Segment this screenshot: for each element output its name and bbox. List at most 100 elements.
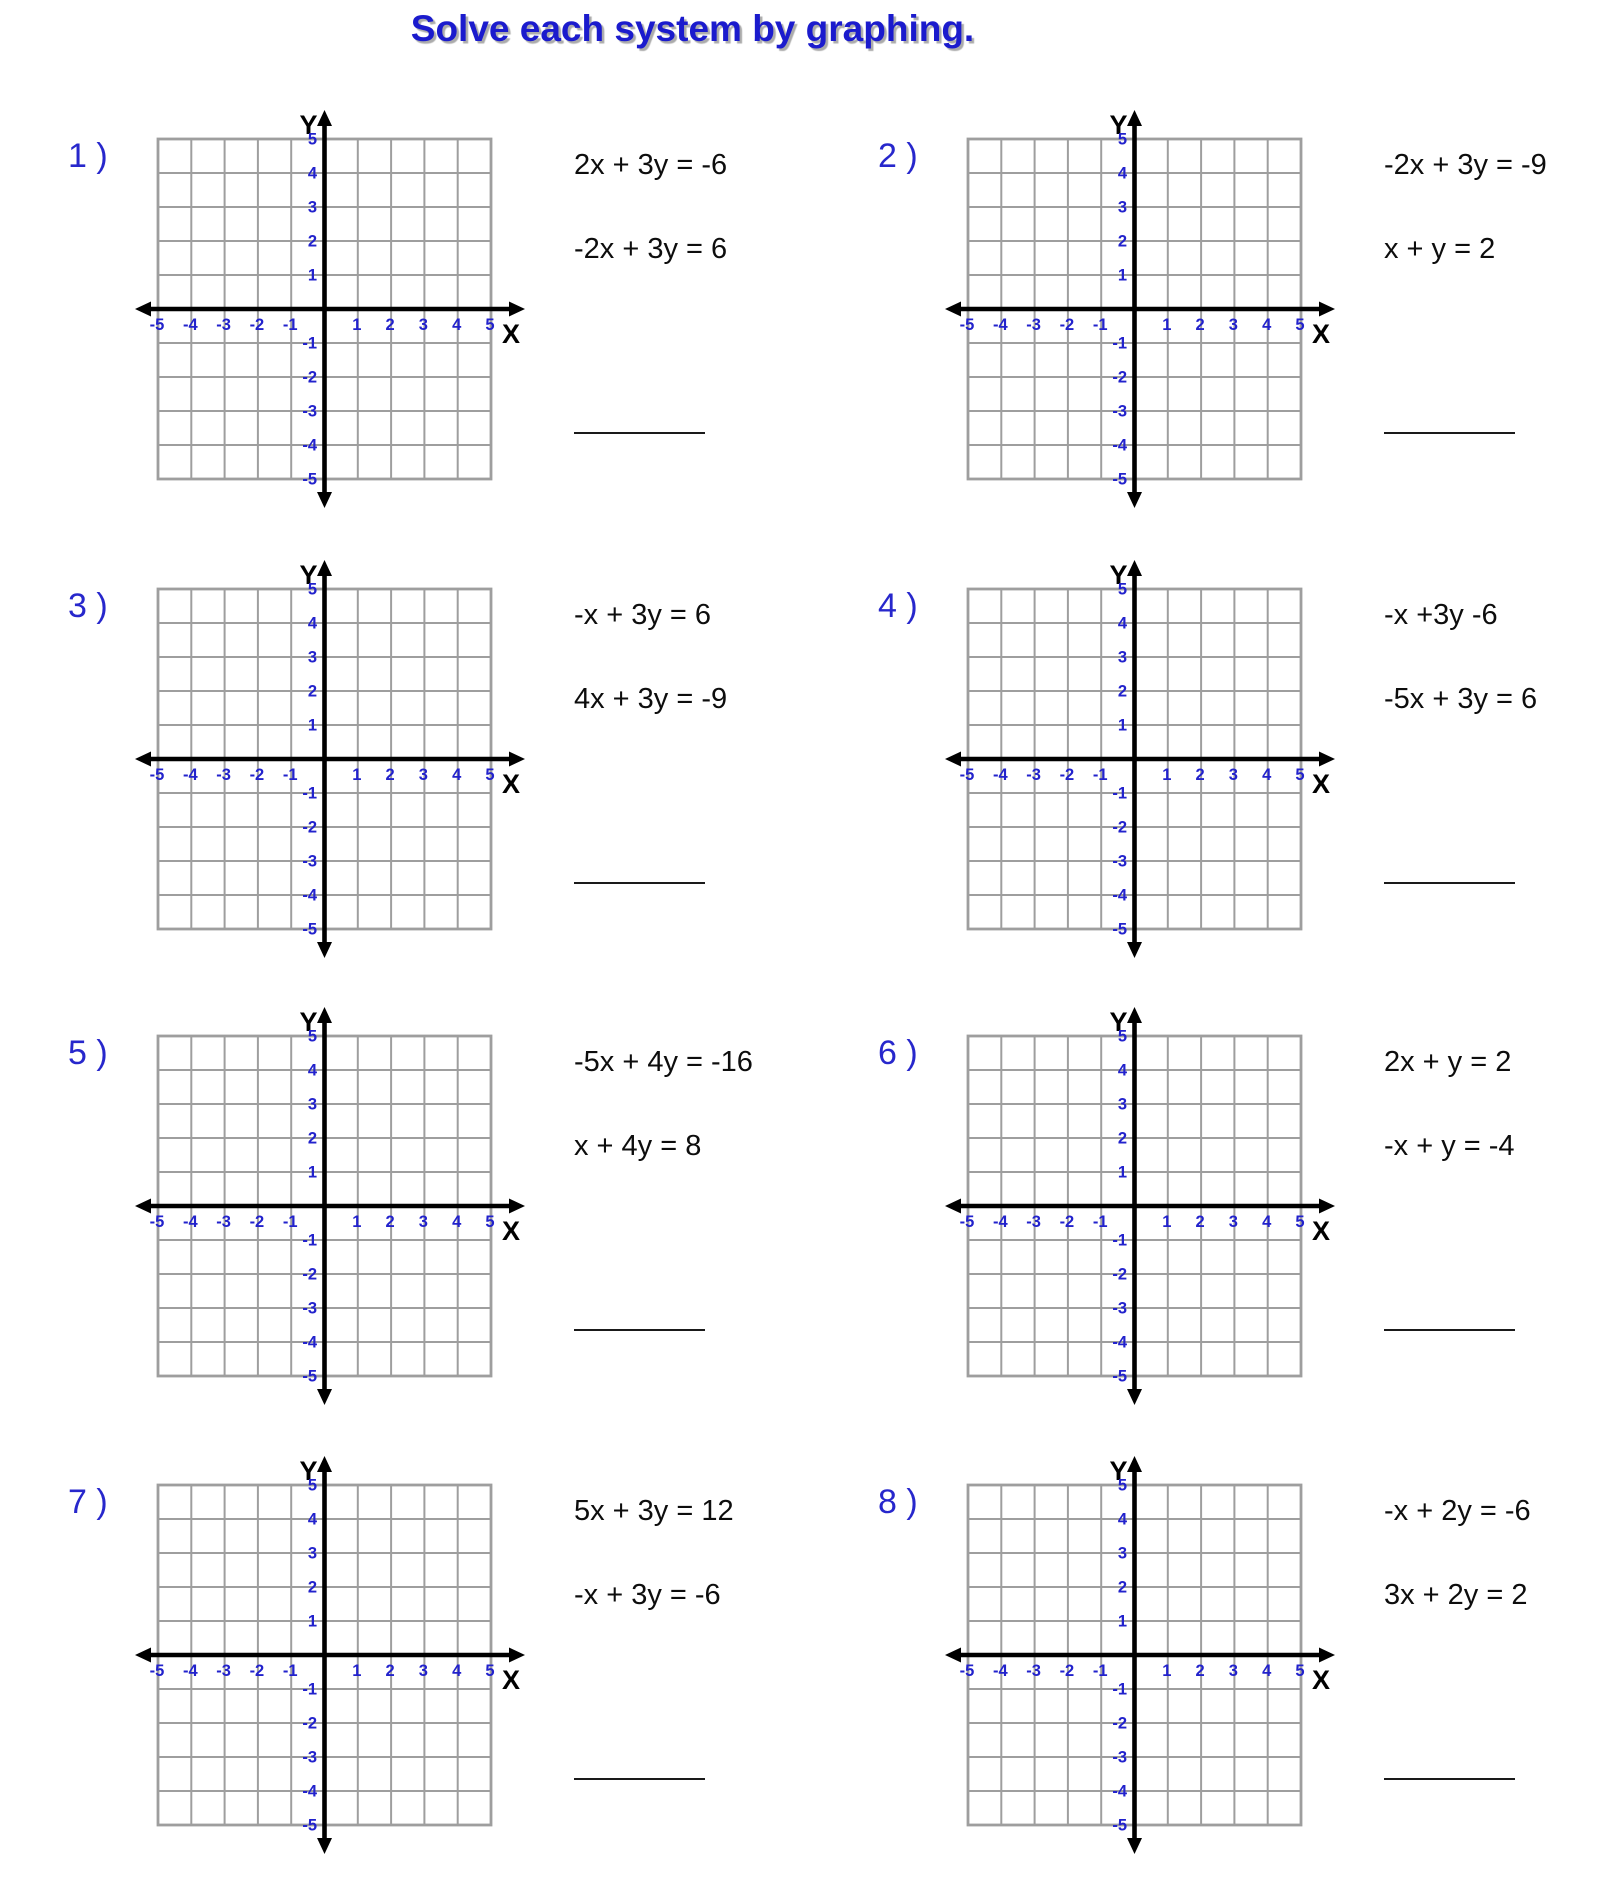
y-tick-label: -3 — [302, 403, 317, 421]
y-tick-label: -4 — [302, 437, 317, 455]
problem-number: 2 ) — [878, 137, 918, 175]
y-tick-label: 2 — [308, 1579, 317, 1597]
problem-number: 6 ) — [878, 1034, 918, 1072]
x-tick-label: 1 — [352, 1213, 361, 1231]
x-tick-label: -2 — [1060, 1213, 1075, 1231]
x-tick-label: -5 — [150, 766, 165, 784]
y-axis-top-arrowhead — [1127, 1456, 1142, 1472]
coordinate-grid: Y X -5 5 -4 4 -3 3 -2 2 -1 1 1 -1 2 -2 3 -3 4 -4 5 -5 — [135, 110, 525, 508]
answer-blank[interactable] — [1384, 432, 1515, 434]
y-tick-label: 3 — [1118, 199, 1127, 217]
y-tick-label: -5 — [1112, 1817, 1127, 1835]
y-tick-label: -1 — [302, 1232, 317, 1250]
x-tick-label: 2 — [1196, 766, 1205, 784]
answer-blank[interactable] — [1384, 1778, 1515, 1780]
y-tick-label: -1 — [302, 335, 317, 353]
y-axis-bottom-arrowhead — [1127, 492, 1142, 508]
x-tick-label: 4 — [452, 766, 462, 784]
y-tick-label: -2 — [1112, 819, 1127, 837]
problem-number: 5 ) — [68, 1034, 108, 1072]
y-tick-label: -3 — [1112, 1749, 1127, 1767]
x-tick-label: 1 — [352, 316, 361, 334]
equation-1: -x + 2y = -6 — [1384, 1495, 1531, 1527]
x-tick-label: -5 — [960, 1213, 975, 1231]
y-axis-label: Y — [1109, 1007, 1127, 1037]
answer-blank[interactable] — [574, 432, 705, 434]
equation-2: -x + 3y = -6 — [574, 1579, 721, 1611]
equation-1: 5x + 3y = 12 — [574, 1495, 734, 1527]
x-tick-label: -4 — [993, 1662, 1008, 1680]
y-tick-label: 4 — [1118, 165, 1128, 183]
x-tick-label: -3 — [1026, 1662, 1041, 1680]
y-tick-label: -1 — [1112, 785, 1127, 803]
y-axis-top-arrowhead — [317, 560, 332, 576]
y-tick-label: 5 — [308, 581, 317, 599]
y-tick-label: 4 — [308, 1511, 318, 1529]
x-tick-label: -3 — [1026, 766, 1041, 784]
x-tick-label: -2 — [250, 1662, 265, 1680]
coordinate-grid: Y X -5 5 -4 4 -3 3 -2 2 -1 1 1 -1 2 -2 3 -3 4 -4 5 -5 — [135, 560, 525, 958]
y-axis-bottom-arrowhead — [1127, 1389, 1142, 1405]
x-axis-right-arrowhead — [1319, 1647, 1335, 1663]
y-tick-label: -3 — [1112, 1300, 1127, 1318]
problem-number: 7 ) — [68, 1483, 108, 1521]
y-axis-top-arrowhead — [317, 1456, 332, 1472]
y-tick-label: -3 — [302, 1749, 317, 1767]
answer-blank[interactable] — [574, 1329, 705, 1331]
answer-blank[interactable] — [574, 1778, 705, 1780]
problem-block: 3 ) Y X -5 5 -4 4 -3 3 -2 2 -1 1 1 -1 2 -2 3 -3 4 -4 5 -5 -x … — [60, 556, 820, 1006]
x-tick-label: 2 — [1196, 316, 1205, 334]
y-tick-label: 5 — [308, 1477, 317, 1495]
problem-number: 8 ) — [878, 1483, 918, 1521]
x-tick-label: 2 — [1196, 1662, 1205, 1680]
x-tick-label: -1 — [283, 1213, 298, 1231]
y-tick-label: 3 — [308, 199, 317, 217]
answer-blank[interactable] — [1384, 882, 1515, 884]
y-axis-top-arrowhead — [317, 1007, 332, 1023]
equation-1: 2x + 3y = -6 — [574, 149, 728, 181]
equation-2: -x + y = -4 — [1384, 1130, 1515, 1162]
y-tick-label: 2 — [308, 683, 317, 701]
y-axis-top-arrowhead — [1127, 560, 1142, 576]
x-tick-label: -1 — [283, 1662, 298, 1680]
y-axis-label: Y — [299, 110, 317, 140]
y-tick-label: -2 — [1112, 369, 1127, 387]
y-tick-label: 2 — [1118, 233, 1127, 251]
coordinate-grid: Y X -5 5 -4 4 -3 3 -2 2 -1 1 1 -1 2 -2 3 -3 4 -4 5 -5 — [945, 110, 1335, 508]
y-tick-label: 5 — [1118, 131, 1127, 149]
y-tick-label: -4 — [302, 1334, 317, 1352]
x-tick-label: 1 — [1162, 316, 1171, 334]
y-tick-label: -1 — [302, 785, 317, 803]
answer-blank[interactable] — [574, 882, 705, 884]
x-tick-label: -4 — [993, 766, 1008, 784]
x-tick-label: 3 — [419, 1213, 428, 1231]
coordinate-grid: Y X -5 5 -4 4 -3 3 -2 2 -1 1 1 -1 2 -2 3 -3 4 -4 5 -5 — [945, 1456, 1335, 1854]
x-axis-label: X — [1312, 1216, 1330, 1246]
y-tick-label: 2 — [1118, 1579, 1127, 1597]
x-tick-label: -1 — [283, 316, 298, 334]
x-tick-label: 2 — [386, 316, 395, 334]
x-axis-left-arrowhead — [135, 1198, 151, 1214]
y-tick-label: -1 — [302, 1681, 317, 1699]
x-tick-label: 2 — [386, 1662, 395, 1680]
x-tick-label: 4 — [452, 1662, 462, 1680]
y-axis-top-arrowhead — [1127, 1007, 1142, 1023]
answer-blank[interactable] — [1384, 1329, 1515, 1331]
x-tick-label: 4 — [452, 1213, 462, 1231]
x-tick-label: 4 — [1262, 316, 1272, 334]
x-tick-label: 4 — [1262, 1662, 1272, 1680]
y-tick-label: 2 — [308, 1130, 317, 1148]
x-tick-label: -2 — [1060, 316, 1075, 334]
y-tick-label: -3 — [1112, 853, 1127, 871]
x-axis-right-arrowhead — [509, 301, 525, 317]
y-tick-label: 1 — [1118, 1164, 1127, 1182]
x-tick-label: -3 — [216, 1662, 231, 1680]
y-tick-label: 4 — [1118, 1062, 1128, 1080]
x-tick-label: -3 — [1026, 1213, 1041, 1231]
problem-block: 5 ) Y X -5 5 -4 4 -3 3 -2 2 -1 1 1 -1 2 -2 3 -3 4 -4 5 -5 -5x… — [60, 1003, 820, 1453]
y-axis-label: Y — [1109, 110, 1127, 140]
x-axis-label: X — [1312, 319, 1330, 349]
y-tick-label: 3 — [308, 1545, 317, 1563]
x-axis-label: X — [502, 1216, 520, 1246]
x-tick-label: -5 — [960, 766, 975, 784]
